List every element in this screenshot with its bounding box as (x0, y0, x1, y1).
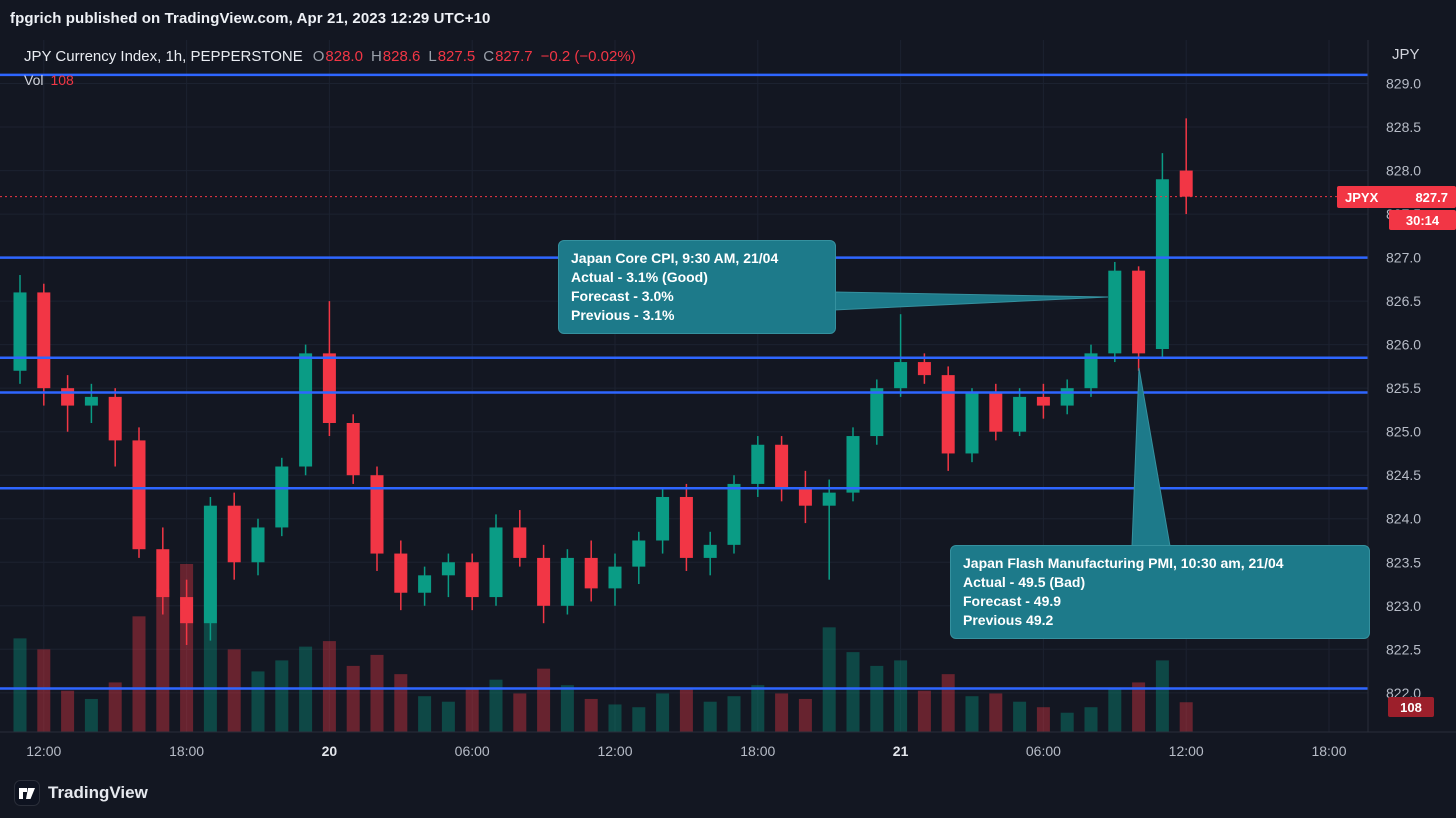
last-price-tag-value: 827.7 (1415, 189, 1448, 205)
svg-text:824.5: 824.5 (1386, 467, 1421, 483)
ohlc-close: C827.7 (483, 48, 533, 65)
svg-text:827.0: 827.0 (1386, 250, 1421, 266)
svg-text:18:00: 18:00 (169, 743, 204, 759)
volume-axis-tag: 108 (1388, 697, 1434, 717)
svg-text:828.5: 828.5 (1386, 119, 1421, 135)
price-change: −0.2 (−0.02%) (540, 48, 636, 65)
callout-line: Actual - 49.5 (Bad) (963, 574, 1086, 590)
svg-text:822.5: 822.5 (1386, 641, 1421, 657)
publisher-text: fpgrich published on TradingView.com, Ap… (10, 10, 491, 27)
volume-value: 108 (50, 72, 74, 88)
publisher-bar: fpgrich published on TradingView.com, Ap… (10, 10, 490, 27)
svg-text:825.0: 825.0 (1386, 424, 1421, 440)
svg-text:829.0: 829.0 (1386, 76, 1421, 92)
callout-line: Forecast - 3.0% (571, 288, 674, 304)
volume-legend: Vol 108 (24, 72, 74, 88)
svg-text:826.5: 826.5 (1386, 293, 1421, 309)
callout-line: Previous - 3.1% (571, 307, 675, 323)
last-price-tag-symbol: JPYX (1345, 189, 1379, 205)
svg-text:12:00: 12:00 (1169, 743, 1204, 759)
tradingview-logo-icon (14, 780, 40, 806)
volume-label: Vol (24, 72, 44, 88)
svg-text:12:00: 12:00 (597, 743, 632, 759)
ohlc-low: L827.5 (428, 48, 476, 65)
ohlc-open: O828.0 (312, 48, 363, 65)
callout-line: Forecast - 49.9 (963, 593, 1062, 609)
svg-text:12:00: 12:00 (26, 743, 61, 759)
callout-line: Previous 49.2 (963, 612, 1054, 628)
svg-text:823.5: 823.5 (1386, 554, 1421, 570)
price-axis-currency[interactable]: JPY (1392, 46, 1420, 63)
symbol-title[interactable]: JPY Currency Index, 1h, PEPPERSTONE (24, 48, 303, 65)
svg-text:826.0: 826.0 (1386, 337, 1421, 353)
svg-text:21: 21 (893, 743, 909, 759)
svg-text:828.0: 828.0 (1386, 163, 1421, 179)
svg-text:823.0: 823.0 (1386, 598, 1421, 614)
price-chart[interactable]: 829.0828.5828.0827.5827.0826.5826.0825.5… (0, 40, 1456, 772)
callout-line: Japan Flash Manufacturing PMI, 10:30 am,… (963, 555, 1284, 571)
candle-countdown-tag: 30:14 (1389, 210, 1456, 230)
svg-text:06:00: 06:00 (455, 743, 490, 759)
tradingview-branding[interactable]: TradingView (14, 780, 148, 806)
svg-text:824.0: 824.0 (1386, 511, 1421, 527)
svg-text:06:00: 06:00 (1026, 743, 1061, 759)
callout-line: Japan Core CPI, 9:30 AM, 21/04 (571, 250, 779, 266)
chart-legend: JPY Currency Index, 1h, PEPPERSTONE O828.… (24, 48, 636, 65)
callout-japan-core-cpi[interactable]: Japan Core CPI, 9:30 AM, 21/04 Actual - … (558, 240, 836, 334)
svg-text:825.5: 825.5 (1386, 380, 1421, 396)
tradingview-logo-text: TradingView (48, 783, 148, 802)
svg-text:822.0: 822.0 (1386, 685, 1421, 701)
ohlc-high: H828.6 (370, 48, 421, 65)
svg-text:18:00: 18:00 (1311, 743, 1346, 759)
svg-text:20: 20 (322, 743, 338, 759)
last-price-tag: JPYX 827.7 (1337, 186, 1456, 208)
callout-japan-flash-pmi[interactable]: Japan Flash Manufacturing PMI, 10:30 am,… (950, 545, 1370, 639)
callout-line: Actual - 3.1% (Good) (571, 269, 708, 285)
svg-text:18:00: 18:00 (740, 743, 775, 759)
